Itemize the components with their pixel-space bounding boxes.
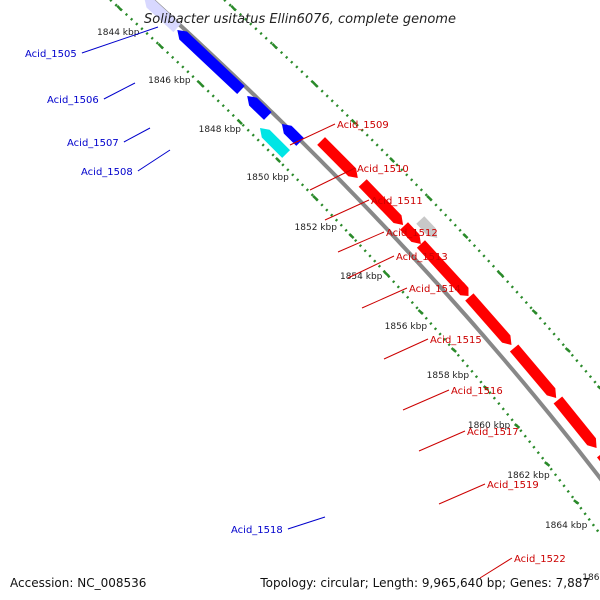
label-leader-line bbox=[123, 127, 151, 143]
label-leader-line bbox=[361, 287, 408, 309]
track-tick bbox=[197, 80, 204, 88]
gene-label-forward[interactable]: Acid_1516 bbox=[451, 386, 503, 397]
gene-acid-1513[interactable] bbox=[455, 282, 469, 296]
track-tick bbox=[383, 271, 390, 277]
genome-summary-text: Topology: circular; Length: 9,965,640 bp… bbox=[259, 576, 590, 590]
tick-label: 1864 kbp bbox=[545, 521, 588, 531]
track-tick bbox=[230, 4, 237, 12]
label-leader-line bbox=[287, 516, 326, 530]
gene-acid-1517[interactable] bbox=[597, 451, 600, 474]
track-tick bbox=[348, 233, 355, 239]
gene-label-reverse[interactable]: Acid_1508 bbox=[81, 167, 133, 178]
gene-label-forward[interactable]: Acid_1509 bbox=[337, 120, 389, 131]
gene-label-forward[interactable]: Acid_1512 bbox=[386, 228, 438, 239]
outer-guide-track bbox=[222, 0, 600, 390]
tick-label: 1860 kbp bbox=[468, 421, 511, 431]
track-tick bbox=[482, 385, 490, 391]
track-tick bbox=[311, 80, 318, 88]
inner-guide-track bbox=[108, 0, 600, 537]
tick-label: 1850 kbp bbox=[246, 173, 289, 183]
track-tick bbox=[275, 157, 282, 163]
gene-label-forward[interactable]: Acid_1515 bbox=[430, 335, 482, 346]
track-tick bbox=[350, 118, 357, 126]
tick-label: 1848 kbp bbox=[199, 125, 242, 135]
track-tick bbox=[116, 4, 123, 12]
gene-label-forward[interactable]: Acid_1510 bbox=[357, 164, 409, 175]
label-leader-line bbox=[309, 167, 356, 191]
gene-acid-1506b[interactable] bbox=[247, 96, 272, 120]
tick-label: 1856 kbp bbox=[385, 322, 428, 332]
gene-label-forward[interactable]: Acid_1514 bbox=[409, 284, 461, 295]
label-leader-line bbox=[289, 123, 336, 146]
track-tick bbox=[236, 118, 243, 126]
tick-label: 1852 kbp bbox=[295, 223, 338, 233]
gene-acid-1514[interactable] bbox=[465, 293, 512, 345]
label-leader-line bbox=[347, 255, 395, 279]
gene-label-forward[interactable]: Acid_1513 bbox=[396, 252, 448, 263]
gene-acid-1510[interactable] bbox=[358, 179, 404, 225]
gene-acid-1507[interactable] bbox=[281, 124, 304, 146]
track-tick bbox=[417, 309, 424, 315]
tick-label: 1844 kbp bbox=[97, 28, 140, 38]
tick-label: 1862 kbp bbox=[507, 471, 550, 481]
track-tick bbox=[564, 347, 571, 353]
track-tick bbox=[426, 195, 433, 201]
track-tick bbox=[157, 42, 164, 50]
track-tick bbox=[389, 157, 396, 163]
label-leader-line bbox=[337, 231, 385, 253]
track-tick bbox=[531, 309, 538, 315]
gene-label-forward[interactable]: Acid_1519 bbox=[487, 480, 539, 491]
gene-acid-1509[interactable] bbox=[317, 137, 358, 178]
gene-label-reverse[interactable]: Acid_1505 bbox=[25, 49, 77, 60]
track-tick bbox=[450, 347, 457, 353]
label-leader-line bbox=[418, 430, 466, 452]
tick-label: 1866 kbp bbox=[582, 573, 600, 583]
gene-label-reverse[interactable]: Acid_1507 bbox=[67, 138, 119, 149]
track-tick bbox=[271, 42, 278, 50]
track-tick bbox=[513, 423, 521, 429]
track-tick bbox=[497, 271, 504, 277]
gene-acid-1515[interactable] bbox=[509, 344, 557, 399]
gene-acid-1508[interactable] bbox=[260, 128, 290, 158]
track-tick bbox=[544, 461, 551, 467]
gene-acid-1506[interactable] bbox=[177, 30, 245, 94]
track-tick bbox=[312, 195, 319, 201]
genome-backbone bbox=[149, 0, 600, 482]
label-leader-line bbox=[103, 82, 136, 100]
tick-label: 1858 kbp bbox=[427, 371, 470, 381]
label-leader-line bbox=[81, 26, 159, 54]
tick-label: 1846 kbp bbox=[148, 76, 191, 86]
map-title: Solibacter usitatus Ellin6076, complete … bbox=[144, 12, 456, 27]
gene-label-forward[interactable]: Acid_1517 bbox=[467, 427, 519, 438]
track-tick bbox=[573, 499, 580, 505]
label-leader-line bbox=[324, 199, 370, 221]
label-leader-line bbox=[479, 557, 513, 579]
gene-partial-top[interactable] bbox=[144, 0, 181, 33]
gene-label-forward[interactable]: Acid_1522 bbox=[514, 554, 566, 565]
track-tick bbox=[462, 233, 469, 239]
gene-acid-1512[interactable] bbox=[416, 240, 465, 292]
gene-acid-1511-other[interactable] bbox=[416, 216, 438, 238]
label-leader-line bbox=[383, 338, 429, 360]
gene-label-forward[interactable]: Acid_1511 bbox=[371, 196, 423, 207]
label-leader-line bbox=[438, 483, 486, 505]
gene-label-reverse[interactable]: Acid_1506 bbox=[47, 95, 99, 106]
label-leader-line bbox=[402, 389, 450, 411]
label-leader-line bbox=[137, 149, 171, 172]
gene-acid-1511[interactable] bbox=[400, 222, 421, 244]
accession-text: Accession: NC_008536 bbox=[10, 576, 146, 590]
gene-acid-1516[interactable] bbox=[553, 396, 597, 449]
tick-label: 1854 kbp bbox=[340, 272, 383, 282]
gene-label-reverse[interactable]: Acid_1518 bbox=[231, 525, 283, 536]
